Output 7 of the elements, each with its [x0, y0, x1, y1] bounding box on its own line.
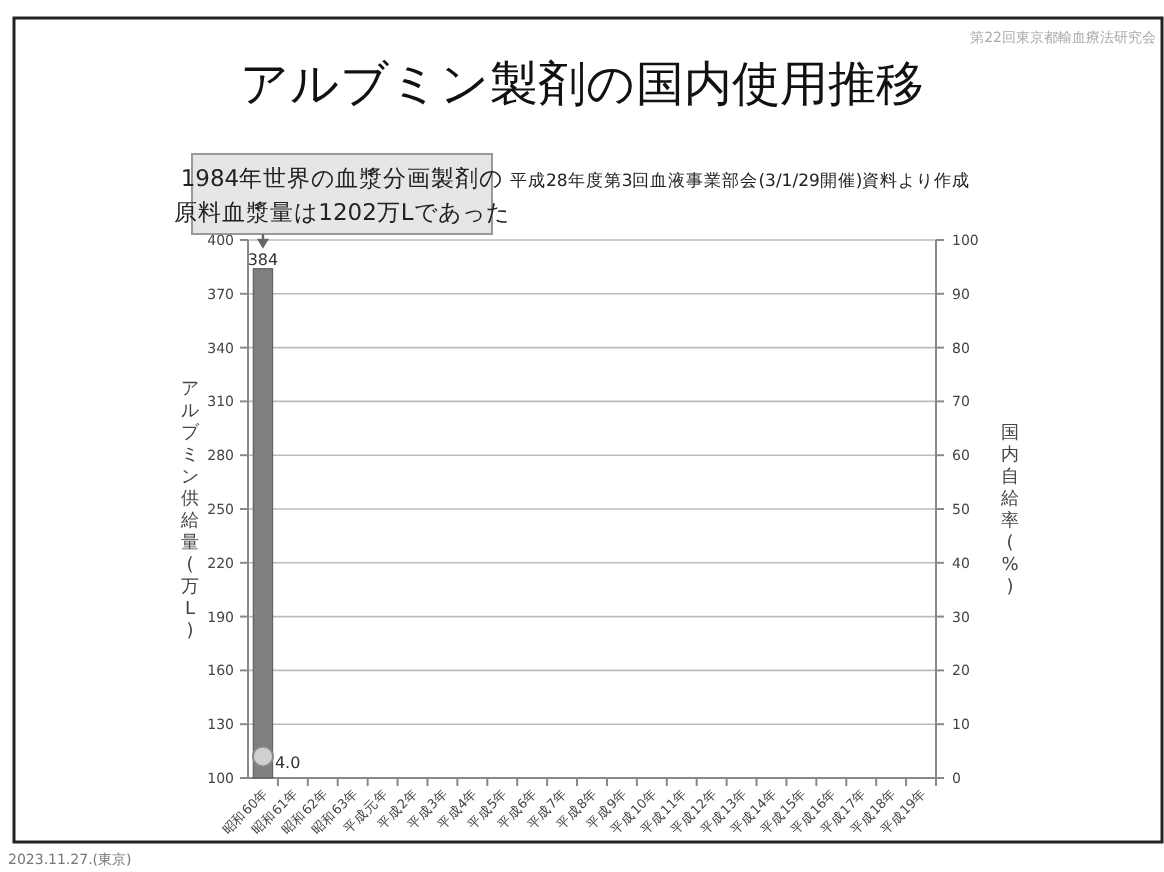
y2-axis-title: 国内自給率(%) — [1001, 424, 1019, 598]
y-axis-title: アルブミン供給量(万L) — [181, 380, 199, 642]
data-label: 384 — [247, 250, 279, 269]
text: 平成28年度第3回血液事業部会(3/1/29開催)資料より作成 — [510, 170, 971, 192]
annotation: 1984年世界の血漿分画製剤の原料血漿量は1202万Lであった — [174, 164, 510, 226]
data-label: 4.0 — [274, 754, 301, 773]
chart-title: アルブミン製剤の国内使用推移 — [240, 56, 924, 112]
